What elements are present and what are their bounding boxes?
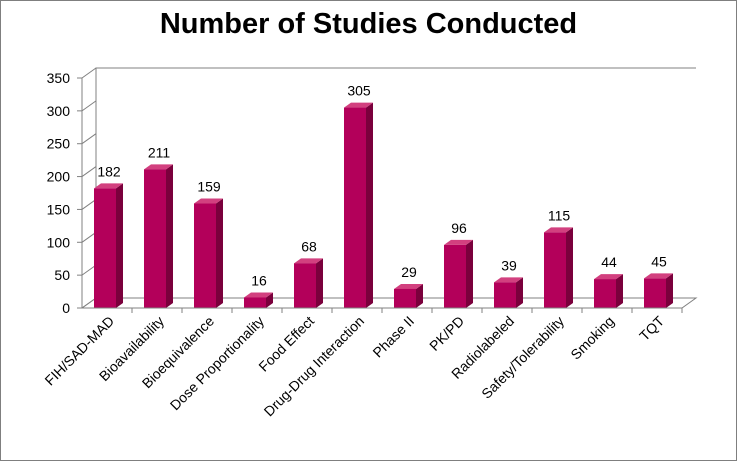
bar	[494, 277, 523, 308]
bar-front	[144, 169, 166, 308]
bar-front	[444, 244, 466, 308]
y-tick-depth	[81, 166, 97, 177]
data-label: 211	[148, 144, 171, 160]
bar	[544, 227, 573, 308]
bar-side	[566, 227, 573, 308]
y-tick-label: 350	[47, 70, 71, 86]
bar-front	[194, 203, 216, 308]
bar-top	[644, 273, 673, 279]
data-label: 39	[501, 257, 517, 273]
y-tick-label: 0	[62, 300, 70, 316]
bar-top	[294, 258, 323, 264]
bar-front	[594, 279, 616, 308]
bar	[244, 292, 273, 308]
bar-top	[94, 183, 123, 189]
bar-front	[344, 107, 366, 308]
y-tick-label: 300	[47, 103, 71, 119]
bar-front	[644, 278, 666, 308]
bar-side	[516, 277, 523, 308]
x-axis: FIH/SAD-MADBioavailabilityBioequivalence…	[41, 307, 683, 420]
bar-front	[494, 282, 516, 308]
category-label: Drug-Drug Interaction	[261, 313, 368, 420]
bar-side	[266, 292, 273, 308]
bars: 182 211 159 16 68 305 29 96 39 115 44 45	[94, 83, 673, 308]
bar-top	[594, 274, 623, 280]
data-label: 68	[301, 238, 317, 254]
bar	[94, 183, 123, 308]
bar-top	[394, 283, 423, 289]
bar-top	[144, 164, 173, 170]
category-label: Dose Proportionality	[167, 313, 267, 413]
bar-front	[544, 232, 566, 308]
bar	[594, 274, 623, 308]
bar	[194, 198, 223, 308]
bar-front	[394, 288, 416, 308]
y-tick-label: 200	[47, 169, 71, 185]
data-label: 96	[451, 220, 467, 236]
bar	[444, 239, 473, 308]
y-tick-depth	[81, 133, 97, 145]
bar-top	[194, 198, 223, 204]
bar-side	[166, 164, 173, 308]
data-label: 45	[651, 253, 667, 269]
back-wall	[81, 67, 696, 309]
data-label: 182	[97, 163, 121, 179]
bar-top	[244, 292, 273, 298]
bar-side	[366, 102, 373, 308]
data-label: 29	[401, 264, 417, 280]
y-axis: 0 50 100 150 200 250 300 350	[47, 67, 97, 316]
bar-front	[244, 297, 266, 308]
data-label: 44	[601, 254, 617, 270]
category-label: TQT	[636, 312, 667, 343]
y-tick-depth	[81, 67, 97, 79]
bar-front	[294, 263, 316, 308]
bar-side	[316, 258, 323, 308]
bar-top	[444, 239, 473, 245]
bar-side	[666, 273, 673, 308]
bar-top	[544, 227, 573, 233]
y-tick-label: 50	[54, 267, 70, 283]
bar-side	[616, 274, 623, 308]
bar-top	[344, 102, 373, 108]
category-label: PK/PD	[426, 313, 467, 354]
y-tick-label: 150	[47, 201, 71, 217]
y-tick-depth	[81, 199, 97, 210]
bar-top	[494, 277, 523, 283]
y-tick-depth	[81, 297, 97, 309]
bar	[294, 258, 323, 308]
bar-side	[416, 283, 423, 308]
bar	[394, 283, 423, 308]
bar-side	[116, 183, 123, 308]
data-label: 305	[347, 83, 371, 99]
y-tick-depth	[81, 100, 97, 112]
bar-front	[94, 188, 116, 308]
category-label: Smoking	[567, 313, 617, 363]
data-label: 159	[197, 179, 221, 195]
y-tick-label: 100	[47, 234, 71, 250]
y-tick-label: 250	[47, 136, 71, 152]
chart-walls	[81, 67, 698, 309]
data-label: 16	[251, 272, 267, 288]
chart-title: Number of Studies Conducted	[159, 8, 578, 40]
bar	[144, 164, 173, 308]
category-label: Phase II	[369, 313, 417, 361]
bar	[644, 273, 673, 308]
bar-side	[216, 198, 223, 308]
bar-side	[466, 239, 473, 308]
y-tick-depth	[81, 231, 97, 243]
data-label: 115	[548, 207, 571, 223]
bar	[344, 102, 373, 308]
y-tick-depth	[81, 264, 97, 276]
